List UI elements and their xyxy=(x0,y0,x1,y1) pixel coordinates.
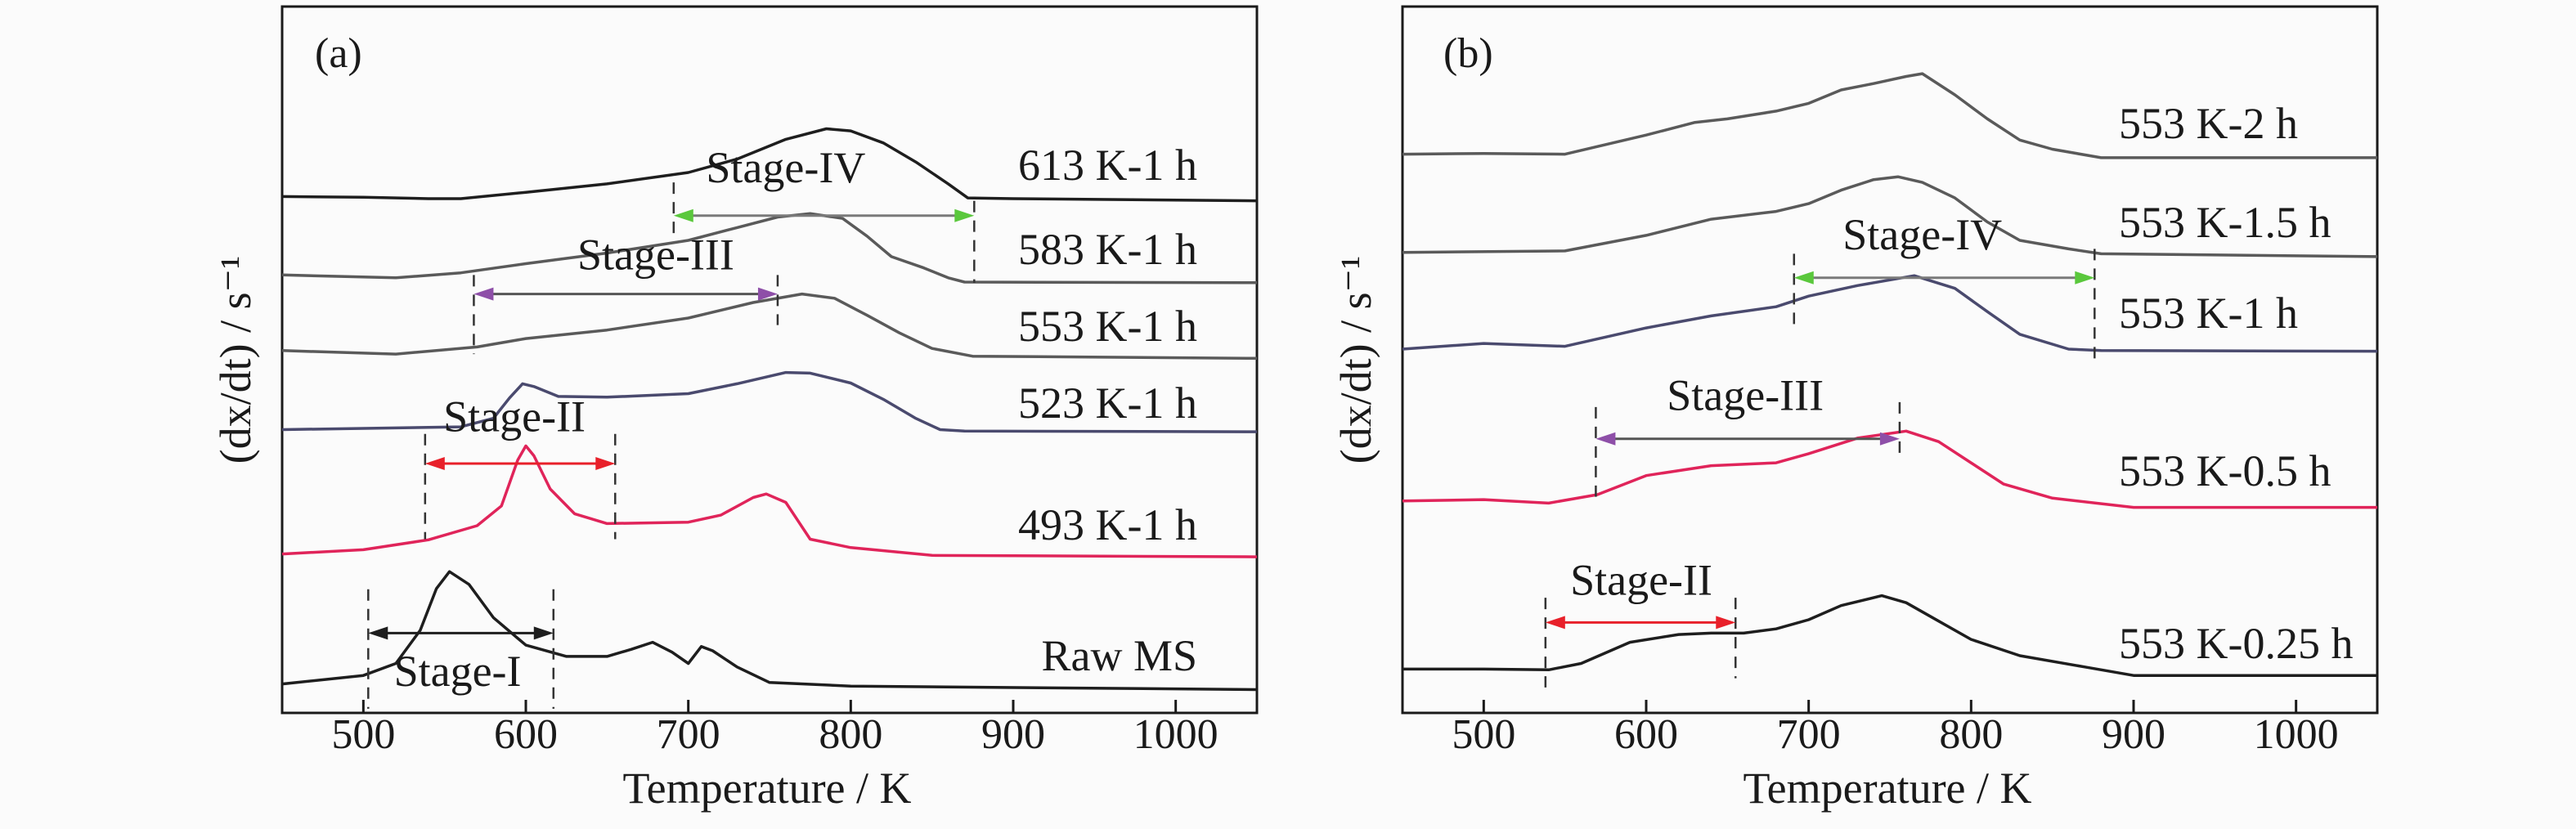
series-label: 493 K-1 h xyxy=(1018,500,1197,549)
arrow-left-icon xyxy=(473,287,494,301)
stage-annotation: Stage-III xyxy=(1595,370,1901,497)
x-tick-label: 700 xyxy=(1777,711,1841,758)
arrow-left-icon xyxy=(424,457,445,471)
series-line xyxy=(281,444,1258,558)
stage-annotation: Stage-II xyxy=(424,392,617,540)
x-axis-title: Temperature / K xyxy=(622,764,911,813)
panel-b: (b) Temperature / K (dx/dt) / s⁻¹ 500 600… xyxy=(1331,5,2379,813)
arrow-right-icon xyxy=(954,208,975,222)
stage-annotation: Stage-IV xyxy=(672,143,976,283)
arrow-left-icon xyxy=(368,626,388,640)
x-tick-label: 1000 xyxy=(1133,711,1218,758)
x-tick-label: 500 xyxy=(1452,711,1515,758)
panel-a: (a) Temperature / K (dx/dt) / s⁻¹ 500 600… xyxy=(211,5,1259,813)
stage-annotation: Stage-III xyxy=(473,230,779,355)
stage-annotation: Stage-I xyxy=(367,589,555,709)
series-label: 553 K-1 h xyxy=(2119,289,2298,338)
stage-annotation: Stage-II xyxy=(1544,556,1737,688)
x-tick-label: 700 xyxy=(657,711,720,758)
series-label: Raw MS xyxy=(1041,631,1197,680)
series-label: 553 K-0.5 h xyxy=(2119,446,2331,495)
x-tick-label: 800 xyxy=(1939,711,2003,758)
stage-label: Stage-IV xyxy=(706,143,865,192)
series-label: 553 K-1 h xyxy=(1018,302,1197,351)
arrow-left-icon xyxy=(1545,616,1565,630)
arrow-left-icon xyxy=(1595,432,1616,446)
y-axis-title: (dx/dt) / s⁻¹ xyxy=(211,256,260,464)
series-line xyxy=(1402,594,2377,677)
arrow-left-icon xyxy=(673,208,693,222)
arrow-right-icon xyxy=(2075,271,2095,285)
arrow-right-icon xyxy=(757,287,778,301)
plot-frame xyxy=(1401,5,2379,715)
arrow-right-icon xyxy=(533,626,554,640)
panel-label: (b) xyxy=(1443,30,1493,77)
series-line xyxy=(1402,274,2378,353)
y-axis-title: (dx/dt) / s⁻¹ xyxy=(1331,256,1380,464)
arrow-left-icon xyxy=(1793,271,1814,285)
stage-annotation: Stage-IV xyxy=(1793,210,2096,365)
series-label: 553 K-1.5 h xyxy=(2119,198,2331,247)
series-line xyxy=(281,127,1258,203)
stage-label: Stage-II xyxy=(443,392,586,441)
arrow-right-icon xyxy=(595,457,616,471)
series-line xyxy=(281,370,1258,433)
x-tick-label: 900 xyxy=(2102,711,2165,758)
series-label: 553 K-2 h xyxy=(2119,99,2298,148)
series-line xyxy=(1402,175,2378,258)
stage-label: Stage-III xyxy=(1667,370,1824,419)
x-tick-label: 600 xyxy=(494,711,558,758)
plot-frame xyxy=(280,5,1259,715)
stage-label: Stage-IV xyxy=(1842,210,2002,259)
stage-label: Stage-II xyxy=(1570,556,1712,605)
x-tick-label: 1000 xyxy=(2254,711,2339,758)
x-tick-label: 900 xyxy=(981,711,1045,758)
x-tick-label: 500 xyxy=(331,711,395,758)
x-axis-title: Temperature / K xyxy=(1743,764,2031,813)
x-tick-label: 800 xyxy=(819,711,882,758)
series-line xyxy=(281,570,1258,692)
panel-label: (a) xyxy=(315,30,362,77)
series-line xyxy=(1402,72,2377,159)
arrow-right-icon xyxy=(1716,616,1736,630)
series-label: 613 K-1 h xyxy=(1018,141,1197,190)
series-label: 553 K-0.25 h xyxy=(2119,619,2353,668)
stage-label: Stage-III xyxy=(577,230,734,279)
stage-label: Stage-I xyxy=(394,647,522,696)
series-label: 523 K-1 h xyxy=(1018,379,1197,428)
x-tick-label: 600 xyxy=(1614,711,1678,758)
series-line xyxy=(1402,429,2377,509)
arrow-right-icon xyxy=(1879,432,1900,446)
series-label: 583 K-1 h xyxy=(1018,225,1197,274)
